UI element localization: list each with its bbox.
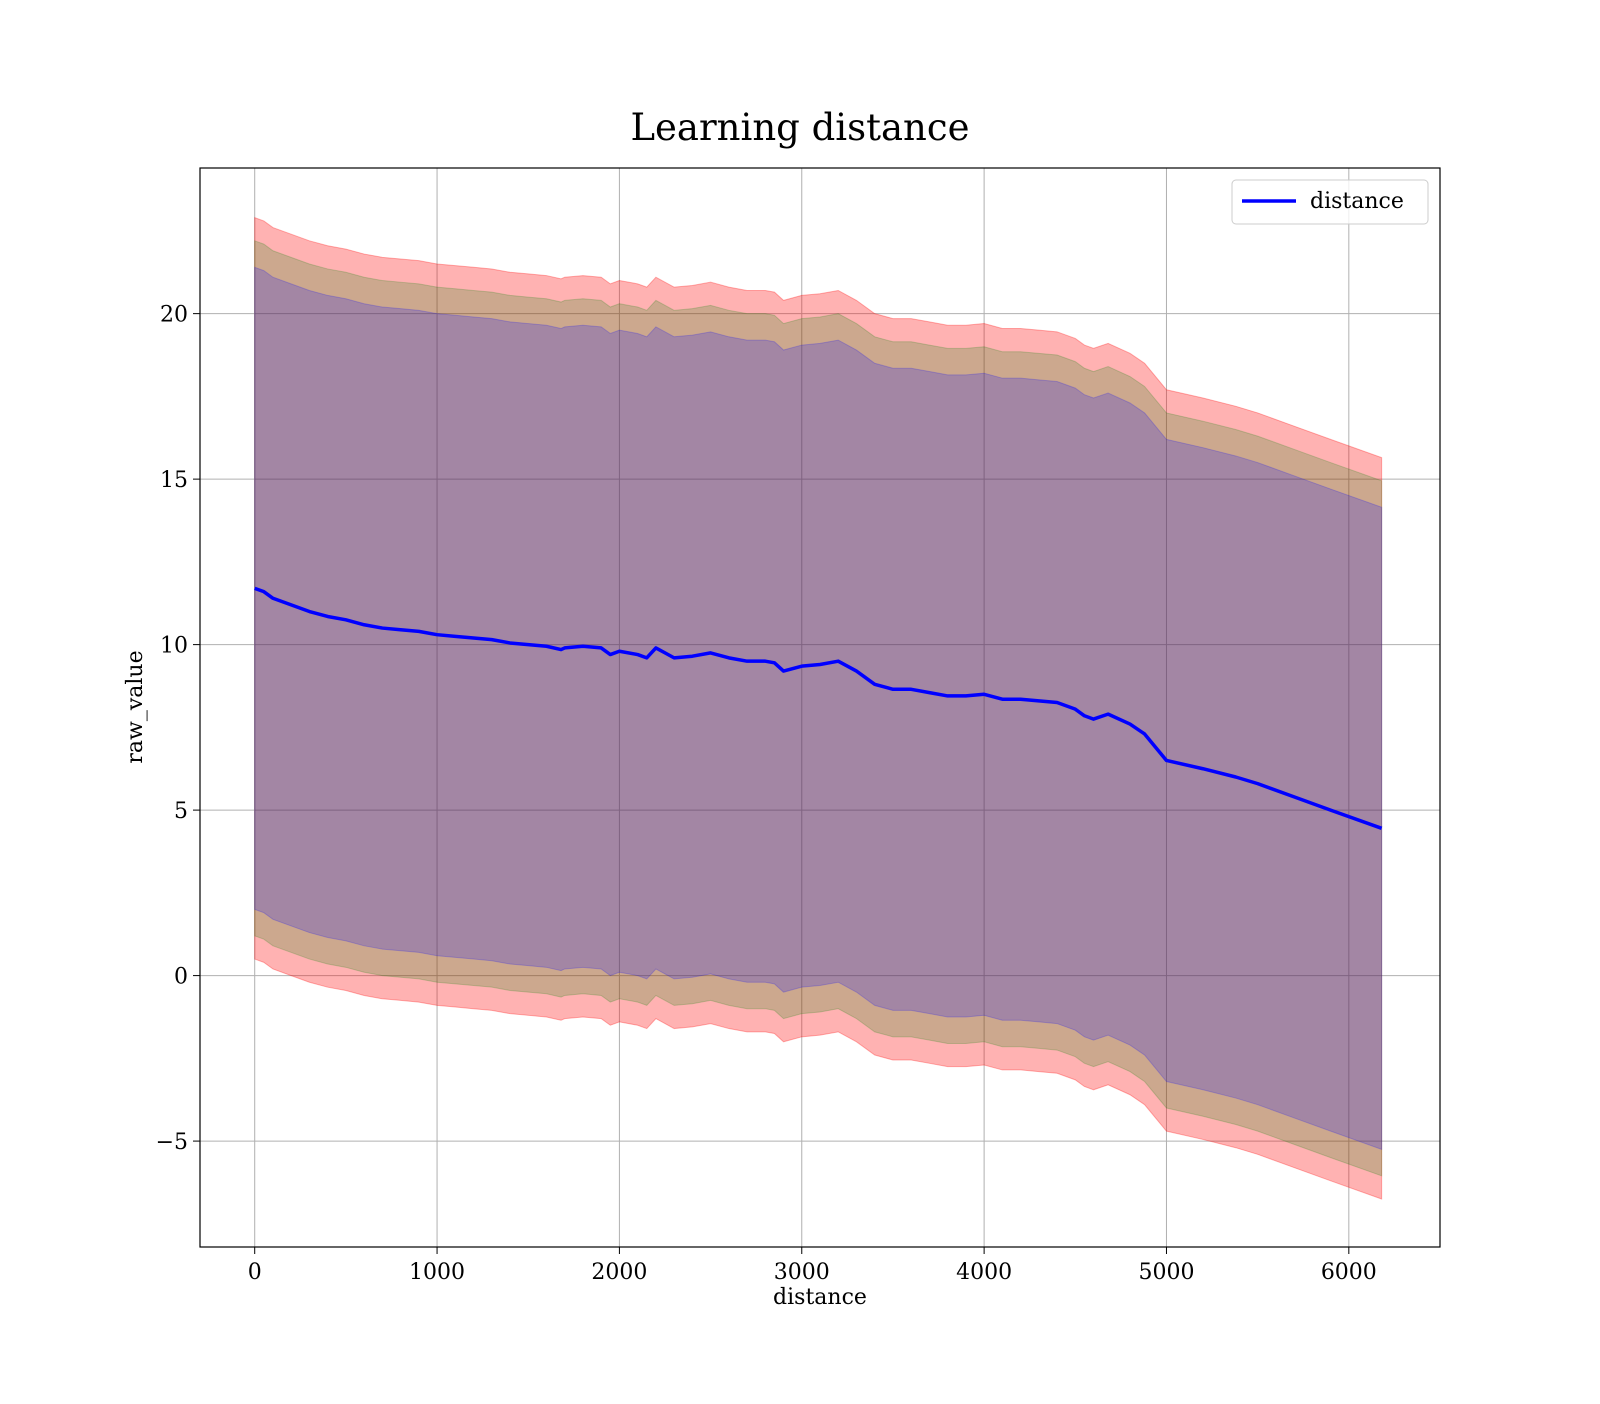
x-tick-label: 2000 (591, 1260, 647, 1285)
y-axis-label: raw_value (123, 650, 148, 763)
x-tick-label: 6000 (1321, 1260, 1377, 1285)
band-0 (254, 216, 1383, 1200)
y-axis-ticks: −5 0 5 10 15 20 (156, 303, 200, 1155)
x-tick-label: 4000 (956, 1260, 1012, 1285)
chart-title: Learning distance (630, 106, 969, 149)
y-tick-label: 10 (160, 634, 188, 659)
x-axis-ticks: 0 1000 2000 3000 4000 5000 6000 (248, 1247, 1377, 1285)
confidence-bands (254, 216, 1383, 1200)
x-tick-label: 3000 (774, 1260, 830, 1285)
y-tick-label: 15 (160, 468, 188, 493)
band-2 (254, 266, 1383, 1151)
plot-frame (199, 167, 1441, 1248)
x-tick-label: 0 (248, 1260, 262, 1285)
band-1 (254, 240, 1383, 1177)
y-tick-label: 20 (160, 303, 188, 328)
y-tick-label: 0 (174, 965, 188, 990)
x-tick-label: 5000 (1138, 1260, 1194, 1285)
y-tick-label: 5 (174, 799, 188, 824)
series-line-distance (254, 586, 1383, 830)
grid (200, 168, 1440, 1247)
y-tick-label: −5 (156, 1130, 188, 1155)
legend-label-distance: distance (1310, 189, 1404, 214)
x-tick-label: 1000 (409, 1260, 465, 1285)
x-axis-label: distance (773, 1285, 867, 1310)
legend: distance (1231, 179, 1429, 225)
series-lines (254, 586, 1383, 830)
legend-box (1231, 179, 1429, 225)
